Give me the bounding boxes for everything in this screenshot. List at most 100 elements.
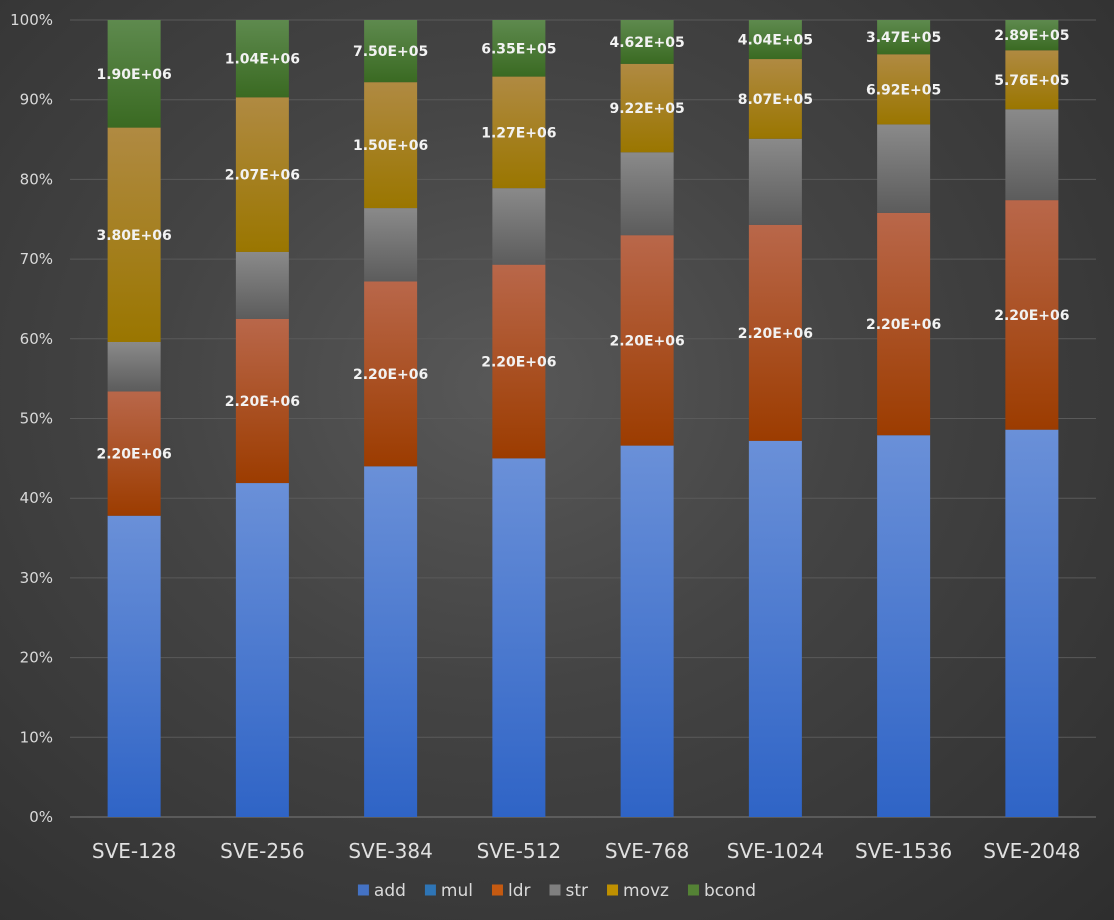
data-label-bcond: 2.89E+05 — [994, 28, 1069, 44]
bar-add — [620, 445, 674, 817]
data-label-movz: 9.22E+05 — [609, 101, 684, 117]
legend-label: bcond — [704, 881, 756, 901]
x-axis: SVE-128 SVE-256 SVE-384 SVE-512 SVE-768 SVE-1… — [92, 839, 1081, 863]
legend-item-str: str — [549, 881, 589, 901]
bar-add — [748, 440, 802, 817]
bar-movz — [492, 76, 546, 189]
legend-item-bcond: bcond — [687, 881, 756, 901]
legend-item-movz: movz — [607, 881, 669, 901]
bar-movz — [107, 127, 161, 342]
y-tick-label: 20% — [20, 649, 53, 667]
data-label-movz: 8.07E+05 — [738, 92, 813, 108]
legend-label: ldr — [508, 881, 531, 901]
bar-bcond — [1005, 20, 1059, 51]
bar-str — [620, 152, 674, 236]
legend-swatch — [687, 884, 699, 896]
x-tick-label: SVE-384 — [348, 839, 432, 863]
bar-ldr — [1005, 200, 1059, 430]
bar-ldr — [748, 224, 802, 441]
bar-movz — [364, 82, 418, 209]
data-label-movz: 3.80E+06 — [96, 228, 171, 244]
bar-bcond — [748, 20, 802, 60]
y-tick-label: 10% — [20, 728, 53, 746]
bar-bcond — [364, 20, 418, 83]
legend-swatch — [357, 884, 369, 896]
bar-ldr — [620, 235, 674, 446]
legend-item-ldr: ldr — [491, 881, 531, 901]
data-label-bcond: 3.47E+05 — [866, 30, 941, 46]
bar-add — [1005, 429, 1059, 817]
data-label-ldr: 2.20E+06 — [994, 308, 1069, 324]
bar-add — [235, 483, 289, 817]
y-tick-label: 100% — [10, 11, 53, 29]
x-tick-label: SVE-256 — [220, 839, 304, 863]
y-axis: 0% 10% 20% 30% 40% 50% 60% 70% 80% 90% 100% — [10, 11, 53, 826]
legend-item-mul: mul — [424, 881, 473, 901]
data-label-bcond: 1.04E+06 — [225, 52, 300, 68]
data-label-bcond: 4.04E+05 — [738, 33, 813, 49]
y-tick-label: 90% — [20, 91, 53, 109]
bar-movz — [877, 54, 931, 125]
legend-label: movz — [623, 881, 669, 901]
data-label-movz: 2.07E+06 — [225, 168, 300, 184]
data-label-ldr: 2.20E+06 — [866, 317, 941, 333]
x-tick-label: SVE-1536 — [855, 839, 952, 863]
x-tick-label: SVE-512 — [477, 839, 561, 863]
bar-bcond — [492, 20, 546, 77]
x-tick-label: SVE-2048 — [983, 839, 1080, 863]
bar-str — [748, 138, 802, 225]
data-label-ldr: 2.20E+06 — [609, 333, 684, 349]
bar-ldr — [107, 391, 161, 516]
bar-str — [492, 188, 546, 265]
data-label-bcond: 1.90E+06 — [96, 67, 171, 83]
y-tick-label: 60% — [20, 330, 53, 348]
data-label-bcond: 6.35E+05 — [481, 41, 556, 57]
data-label-ldr: 2.20E+06 — [353, 367, 428, 383]
bar-bcond — [877, 20, 931, 55]
y-tick-label: 0% — [29, 808, 53, 826]
bar-ldr — [877, 212, 931, 436]
legend-swatch — [607, 884, 619, 896]
bar-bcond — [235, 20, 289, 98]
bar-movz — [748, 59, 802, 139]
bar-str — [107, 341, 161, 392]
legend-item-add: add — [357, 881, 406, 901]
bar-movz — [235, 97, 289, 252]
y-tick-label: 50% — [20, 410, 53, 428]
x-tick-label: SVE-128 — [92, 839, 176, 863]
data-label-movz: 5.76E+05 — [994, 73, 1069, 89]
y-tick-label: 40% — [20, 489, 53, 507]
bar-str — [364, 208, 418, 282]
bar-bcond — [620, 20, 674, 64]
x-tick-label: SVE-1024 — [727, 839, 824, 863]
data-label-ldr: 2.20E+06 — [738, 326, 813, 342]
bar-add — [107, 515, 161, 817]
legend-label: mul — [441, 881, 473, 901]
legend-label: str — [566, 881, 589, 901]
legend-label: add — [374, 881, 406, 901]
bars — [107, 20, 1059, 817]
legend-swatch — [549, 884, 561, 896]
y-tick-label: 30% — [20, 569, 53, 587]
data-label-movz: 1.27E+06 — [481, 125, 556, 141]
bar-ldr — [235, 318, 289, 484]
bar-bcond — [107, 20, 161, 128]
legend: add mul ldr str movz bcond — [357, 881, 756, 901]
data-labels: 2.20E+06 3.80E+06 1.90E+06 2.20E+06 2.07E+06… — [96, 28, 1069, 462]
y-tick-label: 80% — [20, 170, 53, 188]
bar-str — [877, 124, 931, 213]
bar-add — [877, 435, 931, 817]
bar-add — [492, 458, 546, 817]
data-label-bcond: 7.50E+05 — [353, 44, 428, 60]
bar-add — [364, 466, 418, 817]
y-tick-label: 70% — [20, 250, 53, 268]
bar-str — [235, 251, 289, 319]
gridlines — [70, 19, 1096, 818]
bar-ldr — [364, 281, 418, 467]
bar-str — [1005, 109, 1059, 201]
legend-swatch — [491, 884, 503, 896]
x-tick-label: SVE-768 — [605, 839, 689, 863]
bar-movz — [1005, 50, 1059, 110]
bar-ldr — [492, 264, 546, 459]
